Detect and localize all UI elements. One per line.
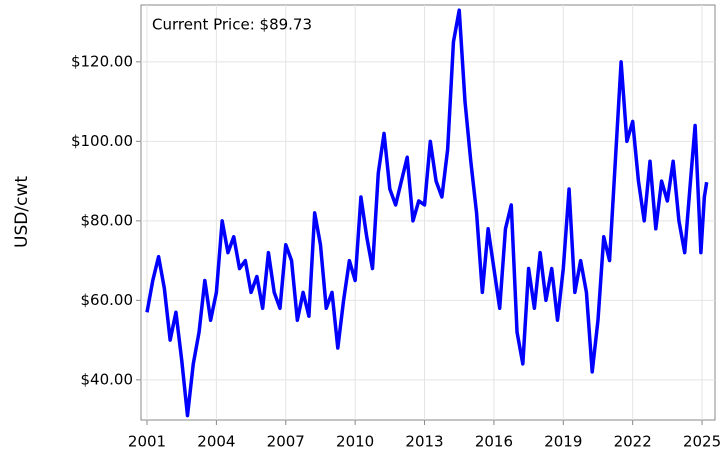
x-tick-label: 2007: [267, 433, 305, 451]
x-tick-label: 2010: [336, 433, 374, 451]
y-tick-label: $80.00: [81, 211, 134, 229]
x-tick-label: 2004: [197, 433, 235, 451]
x-tick-label: 2001: [128, 433, 166, 451]
y-tick-label: $100.00: [71, 132, 133, 150]
plot-area: [140, 4, 716, 421]
x-tick-label: 2019: [544, 433, 582, 451]
x-tick-label: 2016: [475, 433, 513, 451]
y-tick-label: $60.00: [81, 291, 134, 309]
x-tick-label: 2025: [683, 433, 721, 451]
lines: [145, 8, 709, 418]
price-line: [145, 8, 709, 418]
x-tick-label: 2022: [614, 433, 652, 451]
annotation: Current Price: $89.73: [152, 16, 312, 34]
x-tick-label: 2013: [405, 433, 443, 451]
y-axis-label: USD/cwt: [12, 176, 32, 248]
y-tick-label: $40.00: [81, 370, 134, 388]
y-tick-label: $120.00: [71, 52, 133, 70]
